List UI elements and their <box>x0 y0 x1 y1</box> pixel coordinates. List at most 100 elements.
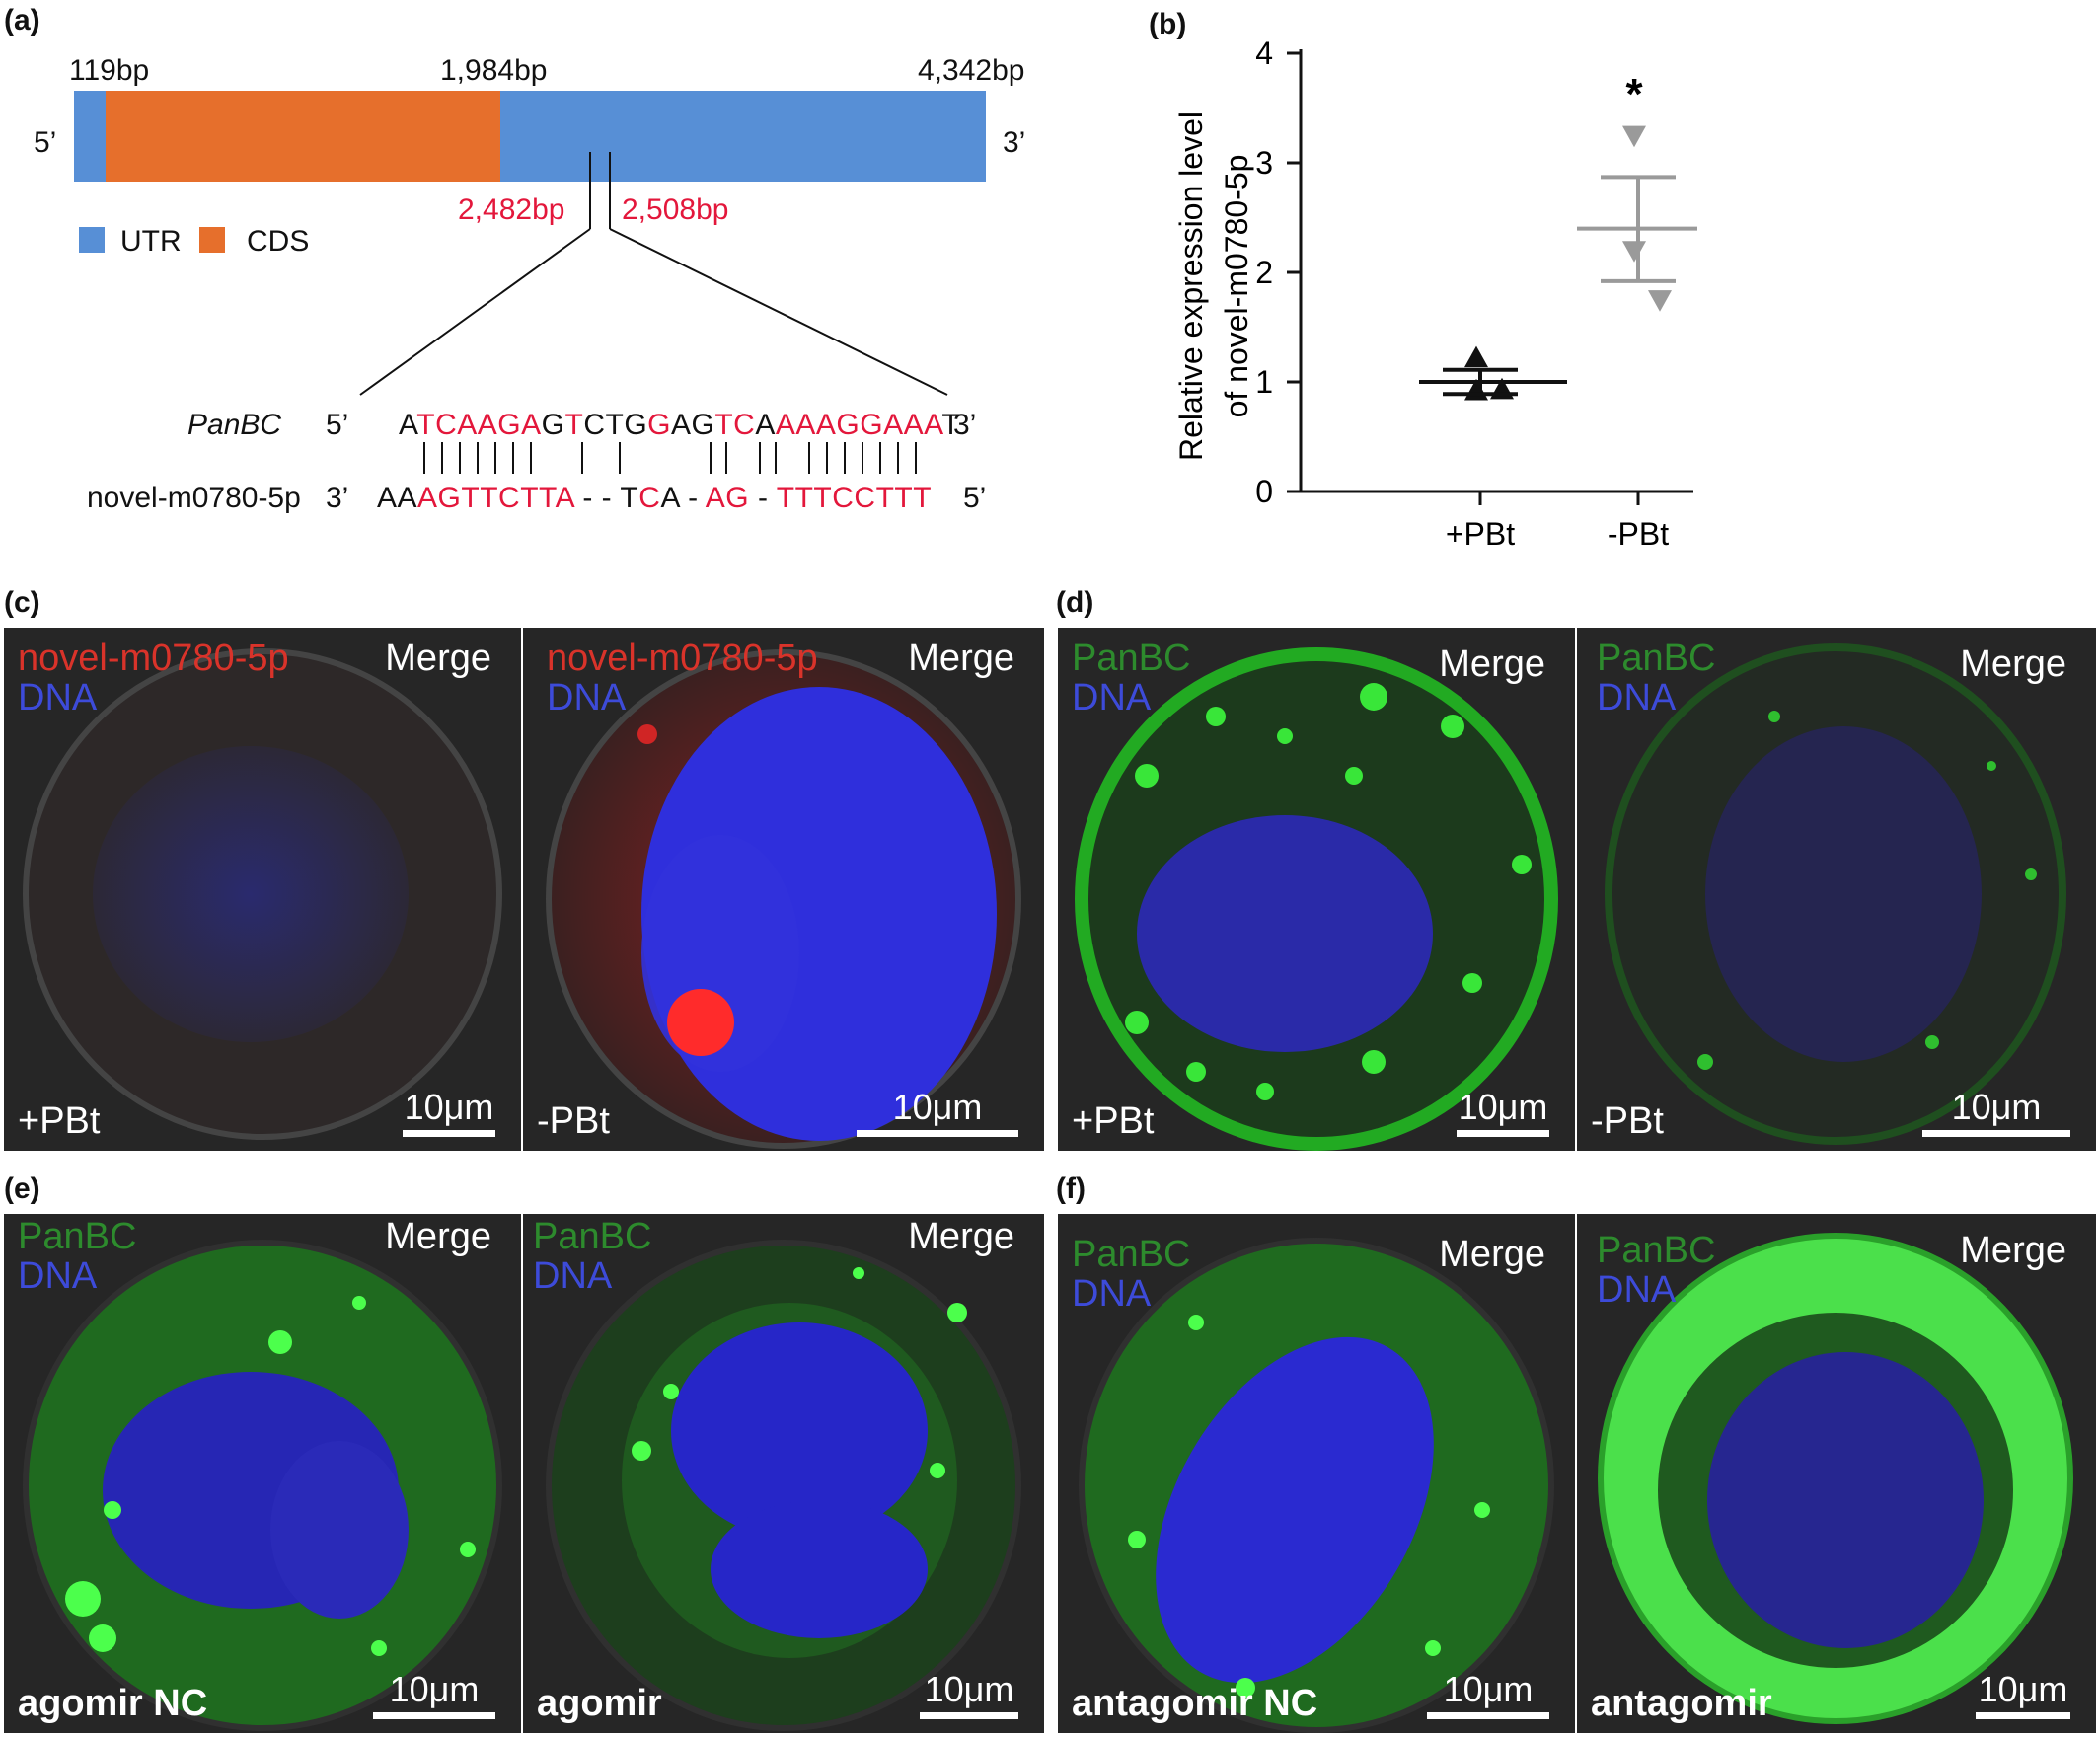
cell-image <box>23 648 502 1140</box>
pos-4342-label: 4,342bp <box>918 54 1025 87</box>
panel-label-e: (e) <box>4 1172 40 1205</box>
mirna-three-prime: 3’ <box>326 482 349 514</box>
three-prime-label: 3’ <box>1003 126 1026 159</box>
scale-bar: 10μm <box>1922 1087 2070 1137</box>
pos-2482-label: 2,482bp <box>458 193 565 226</box>
channel-label-2: DNA <box>1072 1273 1152 1315</box>
merge-label: Merge <box>908 1216 1014 1257</box>
seq-segment: A <box>399 409 417 441</box>
scale-bar: 10μm <box>373 1669 495 1719</box>
data-point <box>1622 125 1646 148</box>
legend-utr-label: UTR <box>120 225 182 258</box>
seq-segment: - - T <box>573 482 639 514</box>
scale-bar-line <box>1976 1712 2070 1719</box>
image-c-right: novel-m0780-5p DNA Merge -PBt 10μm <box>523 628 1044 1151</box>
y-tick-label: 2 <box>1255 255 1273 290</box>
y-tick-label: 0 <box>1255 474 1273 509</box>
cell-image <box>1605 643 2066 1145</box>
y-tick-label: 3 <box>1255 145 1273 181</box>
image-d-left: PanBC DNA Merge +PBt 10μm <box>1058 628 1575 1151</box>
channel-label-2: DNA <box>18 1255 98 1297</box>
scale-bar-label: 10μm <box>1458 1087 1548 1127</box>
channel-label-2: DNA <box>1072 677 1152 718</box>
zoom-lines <box>359 152 948 474</box>
channel-label-1: PanBC <box>1072 638 1191 679</box>
scale-bar-line <box>1427 1712 1549 1719</box>
seq-segment: TTTCCTTT <box>776 482 933 514</box>
x-ticks: +PBt -PBt <box>1446 491 1669 552</box>
mirna-sequence: AAAGTTCTTA - - TCA - AG - TTTCCTTT <box>377 482 932 515</box>
scale-bar: 10μm <box>403 1087 495 1137</box>
panel-label-c: (c) <box>4 586 40 619</box>
pos-1984-label: 1,984bp <box>440 54 548 87</box>
legend-cds-label: CDS <box>247 225 310 258</box>
panel-label-a: (a) <box>4 4 40 37</box>
merge-label: Merge <box>1439 643 1545 685</box>
scale-bar: 10μm <box>1457 1087 1549 1137</box>
scale-bar: 10μm <box>857 1087 1018 1137</box>
panel-label-d: (d) <box>1056 586 1094 619</box>
condition-label: +PBt <box>18 1100 101 1142</box>
merge-label: Merge <box>385 638 491 679</box>
image-e-right: PanBC DNA Merge agomir 10μm <box>523 1214 1044 1733</box>
scale-bar-line <box>403 1130 495 1137</box>
gene-sequence: ATCAAGAGTCTGGAGTCAAAAGGAAAT <box>399 409 960 442</box>
channel-label-1: PanBC <box>1597 1230 1716 1271</box>
pos-119-label: 119bp <box>69 54 150 87</box>
scale-bar-label: 10μm <box>924 1669 1014 1709</box>
y-axis-title-line1: Relative expression level <box>1173 112 1209 461</box>
seq-segment: AA <box>377 482 418 514</box>
y-tick-label: 4 <box>1255 36 1273 71</box>
image-f-left: PanBC DNA Merge antagomir NC 10μm <box>1058 1214 1575 1733</box>
scale-bar-line <box>857 1130 1018 1137</box>
data-series: * <box>1419 70 1697 401</box>
cell-image <box>1075 647 1558 1151</box>
scale-bar-line <box>920 1712 1018 1719</box>
x-tick-label: -PBt <box>1608 516 1669 552</box>
gene-name: PanBC <box>188 409 282 441</box>
y-ticks: 0 1 2 3 4 <box>1255 36 1301 509</box>
seq-segment: TC <box>714 409 756 441</box>
condition-label: -PBt <box>537 1100 610 1142</box>
gene-three-prime: 3’ <box>953 409 977 441</box>
cell-image <box>23 1240 502 1731</box>
seq-segment: G <box>647 409 671 441</box>
image-f-right: PanBC DNA Merge antagomir 10μm <box>1577 1214 2096 1733</box>
y-axis-title: Relative expression level of novel-m0780… <box>1173 112 1254 461</box>
channel-label-1: PanBC <box>1072 1234 1191 1275</box>
scale-bar-label: 10μm <box>1443 1669 1534 1709</box>
x-tick-label: +PBt <box>1446 516 1515 552</box>
data-point <box>1648 290 1672 312</box>
seq-segment: T <box>564 409 584 441</box>
image-c-left: novel-m0780-5p DNA Merge +PBt 10μm <box>4 628 521 1151</box>
condition-label: antagomir <box>1591 1683 1772 1724</box>
panel-label-b: (b) <box>1149 8 1187 40</box>
mirna-name: novel-m0780-5p <box>87 482 301 514</box>
y-tick-label: 1 <box>1255 364 1273 400</box>
cell-image <box>546 1240 1021 1731</box>
data-point <box>1622 241 1646 263</box>
condition-label: agomir <box>537 1683 662 1724</box>
channel-label-1: PanBC <box>18 1216 137 1257</box>
scale-bar-label: 10μm <box>1978 1669 2068 1709</box>
gene-five-prime: 5’ <box>326 409 349 441</box>
condition-label: +PBt <box>1072 1100 1155 1142</box>
cds-segment <box>106 91 500 182</box>
merge-label: Merge <box>1439 1234 1545 1275</box>
scale-bar-label: 10μm <box>389 1669 480 1709</box>
scale-bar-line <box>373 1712 495 1719</box>
seq-segment: AAAGGAAA <box>775 409 942 441</box>
scale-bar: 10μm <box>1427 1669 1549 1719</box>
seq-segment: AGTTCTTA <box>417 482 574 514</box>
channel-label-2: DNA <box>547 677 627 718</box>
mirna-five-prime: 5’ <box>963 482 987 514</box>
channel-label-1: PanBC <box>533 1216 652 1257</box>
scale-bar-line <box>1922 1130 2070 1137</box>
seq-segment: C <box>638 482 661 514</box>
cell-image <box>1598 1233 2073 1724</box>
merge-label: Merge <box>908 638 1014 679</box>
channel-label-2: DNA <box>1597 677 1677 718</box>
scale-bar-label: 10μm <box>892 1087 983 1127</box>
cell-image <box>546 649 1021 1149</box>
gene-bar <box>74 91 986 182</box>
